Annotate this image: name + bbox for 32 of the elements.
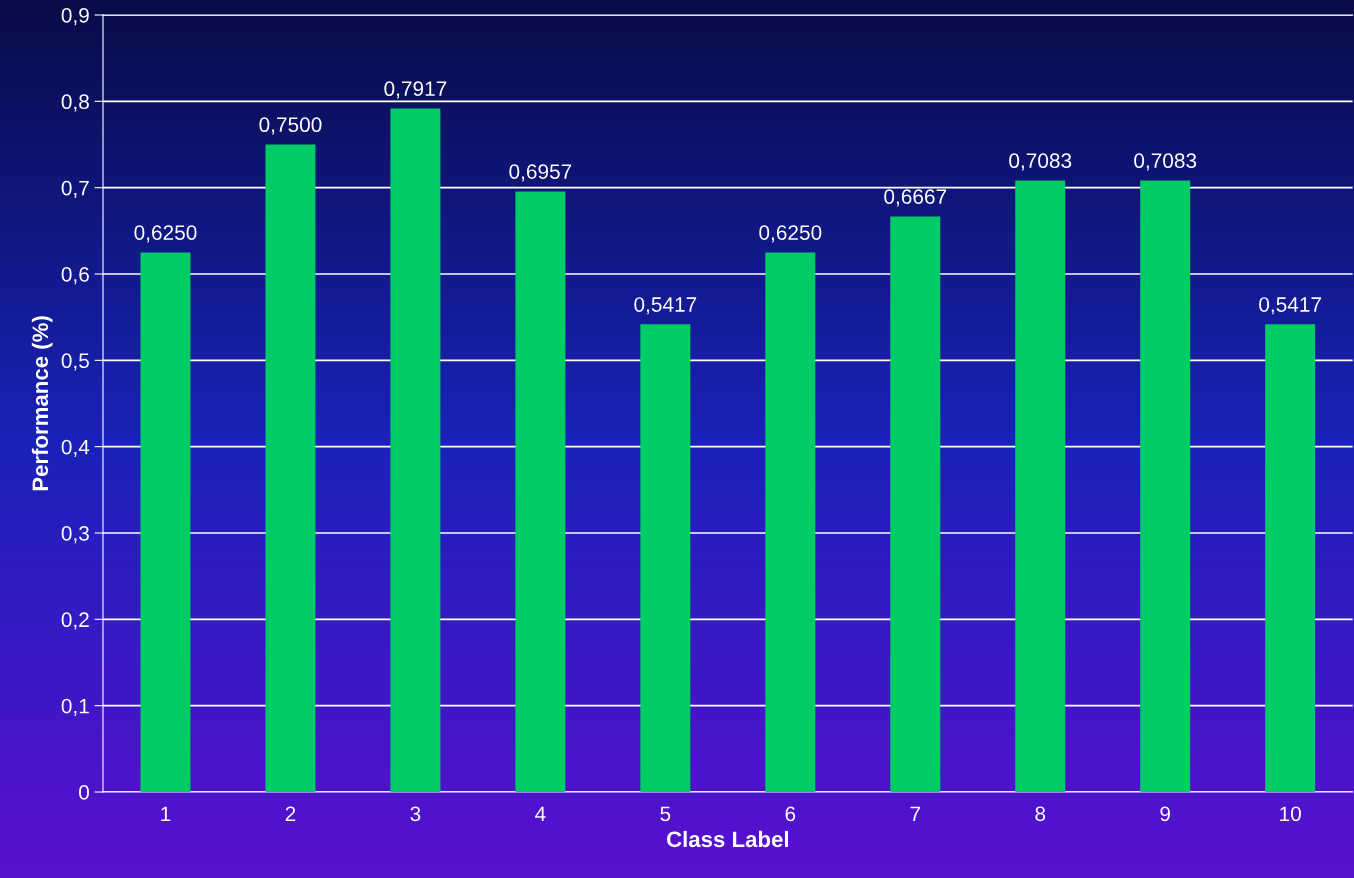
x-tick-label: 2 xyxy=(285,806,296,821)
y-tick-label: 0,1 xyxy=(61,698,89,716)
x-tick-label: 3 xyxy=(410,806,421,822)
x-tick-label: 6 xyxy=(785,806,796,822)
y-tick-label: 0,8 xyxy=(61,94,89,112)
x-tick-label: 1 xyxy=(161,806,171,821)
x-tick-label: 5 xyxy=(660,806,671,822)
data-label: 0,6250 xyxy=(134,225,197,243)
data-label: 0,7083 xyxy=(1134,153,1197,171)
data-label: 0,5417 xyxy=(1259,297,1321,315)
y-tick-label: 0,5 xyxy=(61,353,89,371)
y-tick-label: 0,2 xyxy=(61,612,89,630)
y-tick-label: 0,9 xyxy=(61,8,89,26)
y-tick-label: 0,4 xyxy=(61,439,90,457)
data-label: 0,6667 xyxy=(884,189,947,207)
x-tick-label: 10 xyxy=(1280,806,1301,822)
data-label: 0,5417 xyxy=(634,297,697,315)
data-label: 0,7083 xyxy=(1009,153,1072,171)
data-label: 0,7917 xyxy=(384,81,447,99)
x-tick-label: 7 xyxy=(910,806,921,821)
x-axis-title: Class Label xyxy=(666,830,789,848)
data-label: 0,6250 xyxy=(759,225,822,243)
data-label: 0,7500 xyxy=(259,117,322,135)
x-tick-label: 4 xyxy=(535,806,546,821)
y-tick-label: 0,3 xyxy=(61,526,89,544)
y-tick-label: 0,7 xyxy=(61,180,89,198)
x-tick-label: 8 xyxy=(1035,806,1046,822)
y-axis-title: Performance (%) xyxy=(31,316,53,491)
y-tick-label: 0,6 xyxy=(61,267,89,285)
y-tick-label: 0 xyxy=(79,785,89,800)
x-tick-label: 9 xyxy=(1160,806,1171,822)
data-label: 0,6957 xyxy=(509,164,572,182)
